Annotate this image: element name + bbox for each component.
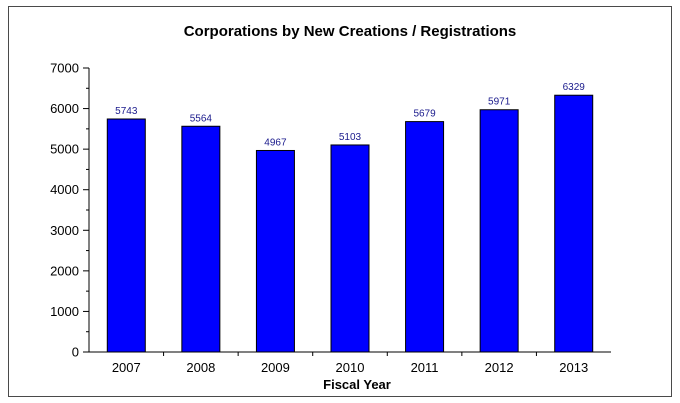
bar-2012	[479, 109, 519, 353]
bar-data-label: 5971	[488, 97, 511, 108]
bar-data-label: 5743	[115, 106, 138, 117]
bar-data-label: 6329	[563, 82, 586, 93]
x-tick-label: 2013	[559, 360, 588, 375]
x-tick-label: 2008	[186, 360, 215, 375]
chart-title: Corporations by New Creations / Registra…	[184, 23, 517, 40]
bar-data-label: 5103	[339, 132, 362, 143]
x-tick-label: 2010	[336, 360, 365, 375]
bar-2010	[330, 144, 370, 353]
chart-frame: Corporations by New Creations / Registra…	[8, 6, 672, 397]
x-axis-ticks: 2007 2008 2009 2010 2011 2012 2013	[112, 352, 588, 375]
bar-data-label: 5679	[413, 109, 436, 120]
axes	[88, 68, 611, 353]
bar-2011	[405, 121, 445, 353]
y-tick-label: 1000	[50, 304, 79, 319]
y-tick-label: 3000	[50, 223, 79, 238]
bar-data-labels: 5743 5564 4967 5103 5679 5971 6329	[115, 82, 585, 148]
bar-2009	[255, 149, 295, 353]
x-tick-label: 2012	[485, 360, 514, 375]
y-tick-label: 4000	[50, 182, 79, 197]
bar-2013	[554, 94, 594, 353]
x-tick-label: 2009	[261, 360, 290, 375]
bar-2007	[106, 118, 146, 353]
bar-data-label: 5564	[190, 113, 213, 124]
y-tick-label: 5000	[50, 142, 79, 157]
bar-2008	[181, 125, 221, 353]
y-tick-label: 2000	[50, 263, 79, 278]
x-tick-label: 2007	[112, 360, 141, 375]
y-axis-ticks: 0 1000 2000 3000 4000 5000 6000 7000	[50, 61, 89, 360]
y-tick-label: 6000	[50, 101, 79, 116]
x-axis-title: Fiscal Year	[323, 377, 391, 392]
y-tick-label: 7000	[50, 61, 79, 76]
y-tick-label: 0	[72, 345, 79, 360]
bar-data-label: 4967	[264, 137, 287, 148]
x-tick-label: 2011	[411, 360, 439, 375]
bars	[106, 94, 594, 353]
bar-chart: Corporations by New Creations / Registra…	[50, 23, 611, 392]
